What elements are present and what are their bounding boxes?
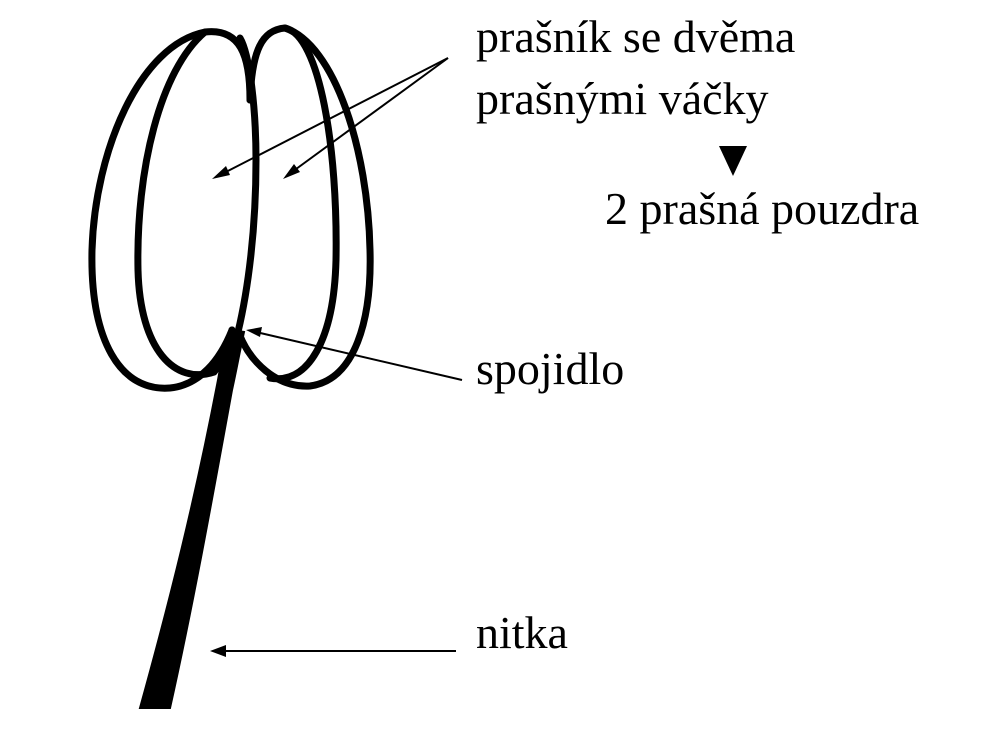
connective-label: spojidlo [476,343,624,394]
connective-shape [234,34,260,336]
sac-bottom-join [210,326,236,376]
anther-label-line2: prašnými váčky [476,73,769,124]
left-inner-sac [134,28,218,379]
anther-label-line1: prašník se dvěma [476,11,795,62]
connective-leader-arrowhead [246,327,262,337]
result-label: 2 prašná pouzdra [605,183,919,234]
connective-leader [255,331,463,381]
left-outer-sac [88,28,254,392]
filament-leader-arrowhead [210,645,226,657]
labels: prašník se dvěma prašnými váčky 2 prašná… [476,11,919,658]
anther-leader-right [291,57,449,173]
right-outer-sac [236,24,374,390]
anther-leader-left [221,57,449,175]
anther-leader-right-arrowhead [283,164,300,179]
anther-leader-left-arrowhead [212,166,230,179]
right-inner-sac [246,24,340,383]
stamen-drawing [88,24,374,709]
down-arrow-icon [719,146,747,176]
filament-label: nitka [476,607,568,658]
filament-shape [138,328,246,709]
leader-lines [210,57,747,657]
